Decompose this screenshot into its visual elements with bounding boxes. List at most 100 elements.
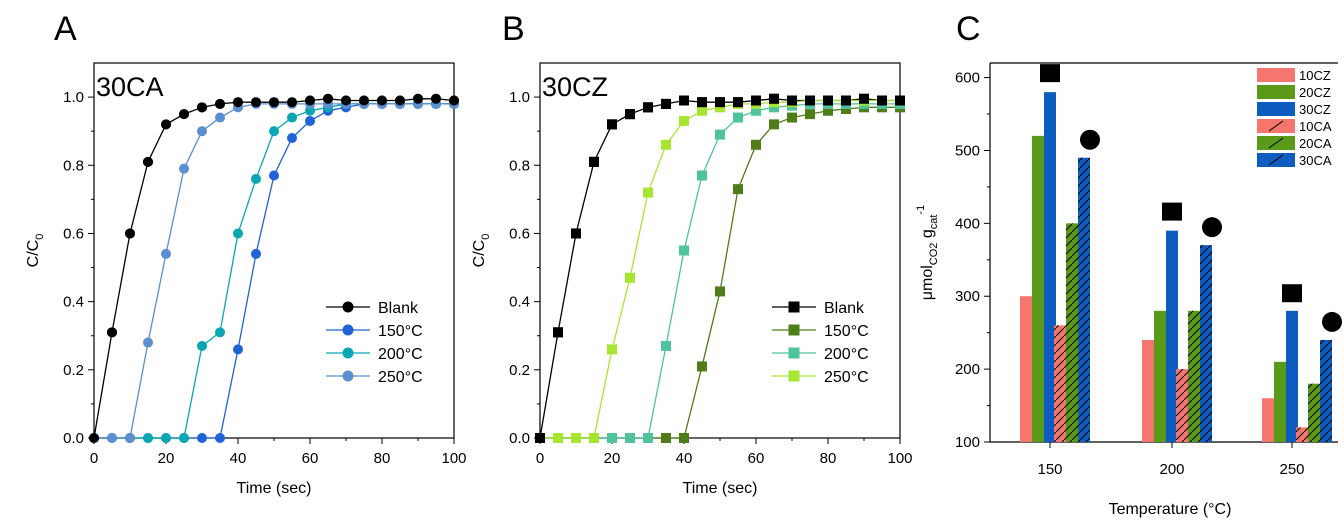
data-point [377, 95, 387, 106]
data-point [107, 327, 117, 338]
data-point [215, 433, 225, 443]
legend-marker [342, 347, 354, 359]
x-axis-label: Time (sec) [683, 480, 758, 497]
data-point [643, 187, 653, 198]
legend-label: 150°C [824, 323, 869, 340]
x-tick-label: 100 [441, 450, 466, 467]
data-point [251, 173, 261, 184]
y-tick-label: 0.0 [509, 430, 530, 447]
data-point [215, 98, 225, 109]
data-point [751, 105, 761, 116]
data-point [431, 93, 441, 104]
panel-label-a: A [54, 10, 77, 48]
data-point [697, 361, 707, 372]
data-point [607, 119, 617, 130]
legend-label: 150°C [378, 323, 423, 340]
data-point [679, 433, 689, 443]
data-point [643, 102, 653, 113]
data-point [233, 228, 243, 239]
data-point [341, 95, 351, 106]
bar-hatch [1176, 369, 1188, 442]
data-point [625, 272, 635, 283]
data-point [143, 337, 153, 348]
bar-20cz [1274, 361, 1286, 442]
data-point [305, 95, 315, 106]
y-tick-label: 200 [955, 361, 980, 378]
legend-label: 10CZ [1299, 68, 1331, 83]
bar-10cz [1142, 339, 1154, 442]
legend-marker [342, 301, 354, 313]
data-point [733, 184, 743, 195]
data-point [179, 163, 189, 174]
annotation-square-marker [1282, 284, 1302, 303]
data-point [143, 433, 153, 443]
data-point [841, 104, 851, 115]
data-point [215, 112, 225, 123]
data-point [823, 105, 833, 116]
data-point [733, 97, 743, 108]
y-tick-label: 0.4 [63, 294, 84, 311]
x-tick-label: 40 [230, 450, 247, 467]
data-point [269, 126, 279, 137]
data-point [179, 109, 189, 120]
legend-swatch [1257, 85, 1295, 99]
data-point [305, 115, 315, 126]
x-axis-label: Time (sec) [237, 480, 312, 497]
data-point [287, 133, 297, 143]
y-axis-label: μmolCO2 gcat-1 [915, 205, 940, 300]
legend-swatch [1257, 102, 1295, 116]
data-point [787, 112, 797, 123]
data-point [323, 93, 333, 104]
legend-marker [788, 370, 800, 382]
data-point [877, 95, 887, 106]
data-point [895, 95, 905, 106]
legend-marker [788, 324, 800, 336]
data-point [751, 95, 761, 106]
data-point [589, 156, 599, 167]
legend-label: 20CA [1299, 136, 1332, 151]
bar-10cz [1262, 398, 1274, 442]
legend-label: 200°C [824, 346, 869, 363]
data-point [215, 327, 225, 338]
data-point [233, 97, 243, 108]
data-point [553, 433, 563, 443]
series-line-3 [94, 103, 454, 439]
data-point [805, 109, 815, 120]
data-point [449, 95, 459, 106]
bar-hatch [1296, 427, 1308, 442]
bar-hatch [1054, 325, 1066, 442]
series-line-4 [94, 103, 454, 439]
data-point [661, 139, 671, 150]
legend-label: 30CZ [1299, 102, 1331, 117]
series-line-2 [94, 103, 454, 439]
data-point [179, 433, 189, 443]
data-point [823, 95, 833, 106]
series-line-1 [93, 98, 455, 439]
x-tick-label: 60 [302, 450, 319, 467]
x-tick-label: 100 [887, 450, 912, 467]
annotation-circle-marker [1322, 311, 1342, 332]
data-point [715, 286, 725, 297]
y-tick-label: 500 [955, 142, 980, 159]
data-point [553, 327, 563, 338]
legend-label: 250°C [824, 369, 869, 386]
y-tick-label: 0.0 [63, 430, 84, 447]
y-tick-label: 0.8 [63, 157, 84, 174]
data-point [589, 433, 599, 443]
y-tick-label: 0.2 [509, 362, 530, 379]
data-point [251, 97, 261, 108]
data-point [269, 170, 279, 181]
data-point [107, 433, 117, 443]
bar-30cz [1044, 92, 1056, 443]
series-line-3 [540, 103, 900, 439]
annotation-square-marker [1162, 202, 1182, 221]
series-line-1 [539, 98, 900, 439]
data-point [161, 433, 171, 443]
data-point [161, 119, 171, 130]
data-point [571, 228, 581, 239]
x-tick-label: 60 [748, 450, 765, 467]
y-tick-label: 600 [955, 70, 980, 87]
x-tick-label: 20 [158, 450, 175, 467]
data-point [697, 97, 707, 108]
data-point [395, 95, 405, 106]
